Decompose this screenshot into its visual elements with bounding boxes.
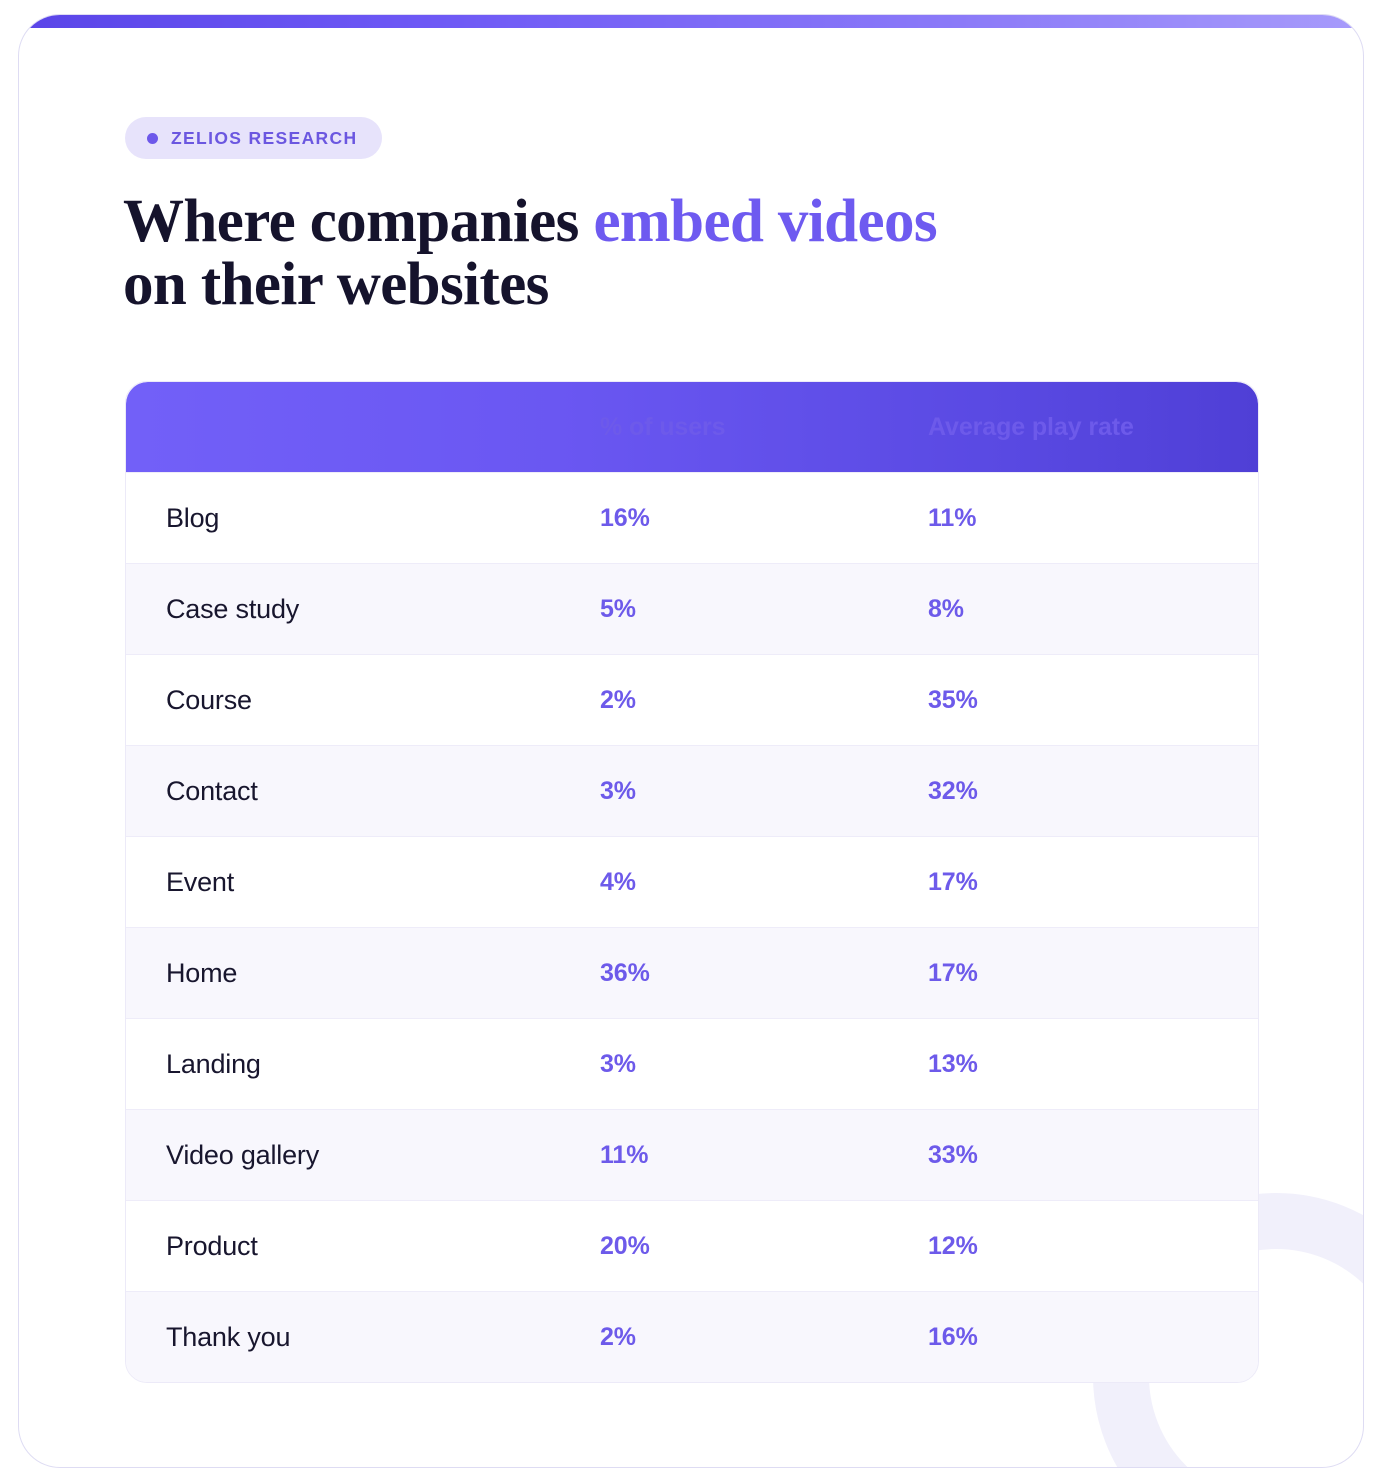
embed-location-table: % of users Average play rate Blog 16% 11… [125,381,1259,1383]
row-play-rate-value: 17% [928,958,978,987]
card-content: ZELIOS RESEARCH Where companies embed vi… [19,15,1363,1467]
page-title: Where companies embed videos on their we… [123,188,1173,318]
row-play-rate-value: 12% [928,1231,978,1260]
top-accent-bar [19,15,1363,28]
row-play-rate-value: 8% [928,594,964,623]
row-label: Case study [166,593,300,624]
title-line1-highlight: embed videos [593,188,938,255]
row-label: Video gallery [166,1139,320,1170]
table-row: Event 4% 17% [126,836,1258,927]
row-users-value: 3% [600,1049,636,1078]
row-label: Landing [166,1048,261,1079]
row-users-value: 11% [600,1140,649,1169]
row-label: Event [166,866,235,897]
row-play-rate-value: 35% [928,685,978,714]
row-play-rate-value: 33% [928,1140,978,1169]
table-row: Blog 16% 11% [126,472,1258,563]
dot-icon [147,132,158,144]
row-label: Thank you [166,1321,291,1352]
table-row: Contact 3% 32% [126,745,1258,836]
table-header-row: % of users Average play rate [126,382,1258,472]
row-users-value: 36% [600,958,650,987]
row-users-value: 16% [600,503,650,532]
table-row: Course 2% 35% [126,654,1258,745]
row-users-value: 3% [600,776,636,805]
row-label: Product [166,1230,258,1261]
column-header-users: % of users [600,412,726,441]
row-label: Blog [166,502,220,533]
row-play-rate-value: 16% [928,1322,978,1351]
row-users-value: 5% [600,594,636,623]
report-card: ZELIOS RESEARCH Where companies embed vi… [18,14,1364,1468]
table-row: Thank you 2% 16% [126,1291,1258,1382]
title-line1-plain: Where companies [123,188,594,255]
row-label: Contact [166,775,258,806]
table-row: Home 36% 17% [126,927,1258,1018]
row-users-value: 20% [600,1231,650,1260]
table-row: Video gallery 11% 33% [126,1109,1258,1200]
column-header-play-rate: Average play rate [928,412,1134,441]
row-users-value: 4% [600,867,636,896]
row-play-rate-value: 11% [928,503,977,532]
research-badge: ZELIOS RESEARCH [125,117,382,159]
row-play-rate-value: 13% [928,1049,978,1078]
table-row: Case study 5% 8% [126,563,1258,654]
row-users-value: 2% [600,1322,636,1351]
row-label: Course [166,684,252,715]
row-label: Home [166,957,238,988]
table-row: Product 20% 12% [126,1200,1258,1291]
row-play-rate-value: 32% [928,776,978,805]
table-row: Landing 3% 13% [126,1018,1258,1109]
row-play-rate-value: 17% [928,867,978,896]
research-badge-label: ZELIOS RESEARCH [171,127,358,148]
row-users-value: 2% [600,685,636,714]
title-line2: on their websites [123,250,549,318]
